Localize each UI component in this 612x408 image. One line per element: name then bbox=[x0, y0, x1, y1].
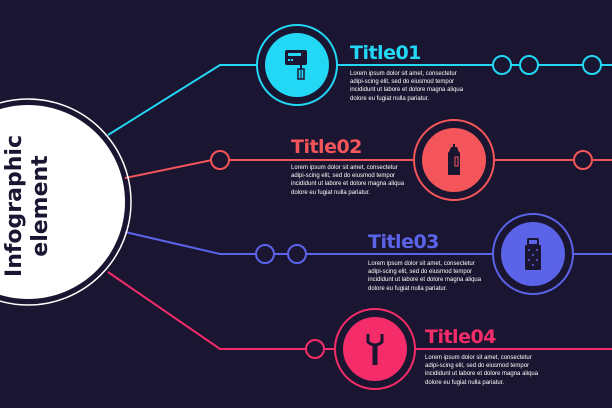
main-heading: Infographic element bbox=[2, 116, 54, 296]
peeler-icon bbox=[366, 334, 384, 365]
text-04: Lorem ipsum dolor sit amet, consectetur … bbox=[425, 355, 539, 386]
center-circle bbox=[0, 105, 125, 299]
title-01: Title01 bbox=[350, 42, 421, 64]
grater-icon bbox=[525, 238, 541, 270]
text-03: Lorem ipsum dolor sit amet, consectetur … bbox=[368, 261, 482, 292]
title-04: Title04 bbox=[425, 326, 496, 348]
title-03: Title03 bbox=[368, 231, 439, 253]
center-ring bbox=[0, 98, 132, 306]
hand-mixer-icon bbox=[285, 50, 307, 80]
sauce-bottle-icon bbox=[448, 144, 460, 175]
heading-line-1: Infographic bbox=[2, 135, 27, 277]
heading-line-2: element bbox=[28, 155, 53, 257]
text-02: Lorem ipsum dolor sit amet, consectetur … bbox=[291, 165, 405, 196]
text-01: Lorem ipsum dolor sit amet, consectetur … bbox=[350, 71, 464, 102]
title-02: Title02 bbox=[291, 136, 362, 158]
